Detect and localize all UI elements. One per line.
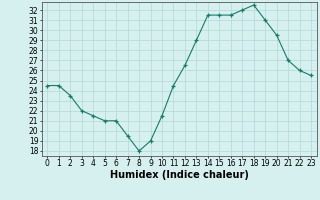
X-axis label: Humidex (Indice chaleur): Humidex (Indice chaleur)	[110, 170, 249, 180]
